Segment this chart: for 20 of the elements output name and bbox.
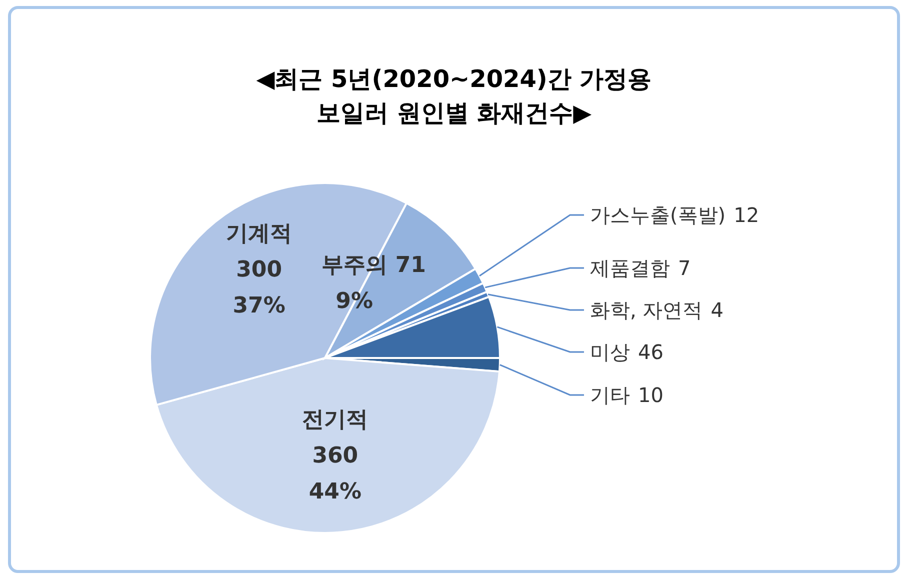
text: 9% (336, 288, 374, 314)
data-label: 12 (734, 203, 760, 227)
data-label: 46 (638, 340, 664, 364)
slice-label: 미상 (590, 340, 630, 364)
text: 37% (232, 293, 286, 318)
data-label: 71 (395, 252, 426, 278)
text: 44% (308, 480, 362, 505)
slice-label: 기계적 (226, 221, 292, 246)
slice-label: 가스누출(폭발) (590, 203, 726, 227)
data-label: 300 (236, 257, 282, 282)
chart-title: ◀최근 5년(2020~2024)간 가정용 보일러 원인별 화재건수▶ (255, 64, 653, 129)
slice-label: 화학, 자연적 (590, 298, 703, 322)
slice-label: 제품결함 (590, 256, 670, 280)
data-label: 7 (678, 256, 691, 280)
data-label: 10 (638, 383, 664, 407)
slice-label: 전기적 (302, 408, 368, 433)
slice-label: 기타 (590, 383, 630, 407)
data-label: 360 (312, 444, 358, 469)
slice-label: 부주의 (321, 252, 388, 278)
data-label: 4 (710, 298, 724, 322)
